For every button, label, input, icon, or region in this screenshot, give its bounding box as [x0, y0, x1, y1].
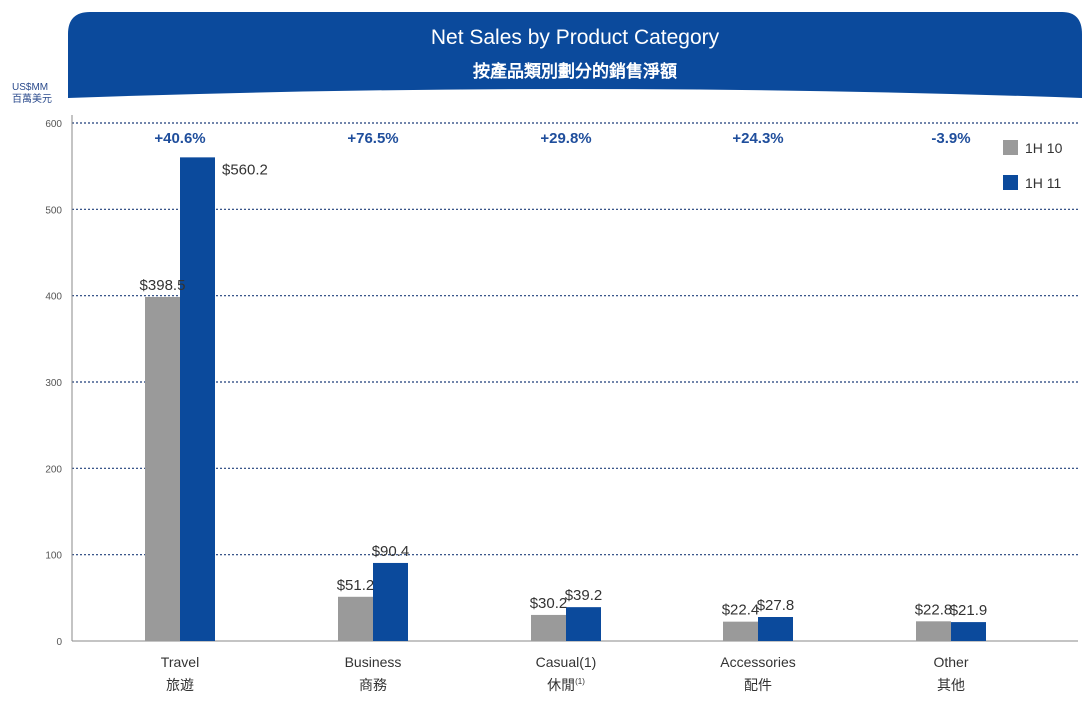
category-label-1: Business: [345, 654, 402, 670]
growth-label-4: -3.9%: [931, 130, 970, 147]
growth-label-0: +40.6%: [154, 130, 205, 147]
growth-label-3: +24.3%: [732, 130, 783, 147]
y-tick-label-0: 0: [56, 637, 62, 648]
value-label-1h10-1: $51.2: [337, 577, 375, 594]
bar-1h10-2: [531, 614, 566, 641]
legend-label-1: 1H 11: [1025, 175, 1062, 191]
bars: [145, 157, 986, 642]
y-tick-label-500: 500: [45, 205, 62, 216]
bar-1h11-2: [566, 607, 601, 641]
legend-swatch-0: [1003, 140, 1018, 155]
data-labels: $398.5 $51.2 $30.2 $22.4 $22.8 $560.2 $90.4 $39…: [140, 161, 988, 619]
y-tick-label-300: 300: [45, 378, 62, 389]
legend-swatch-1: [1003, 175, 1018, 190]
bar-1h11-1: [373, 562, 408, 641]
category-label-zh-1: 商務: [359, 677, 387, 693]
category-label-2: Casual(1): [536, 654, 597, 670]
title-banner: [68, 12, 1082, 98]
category-label-zh-3: 配件: [744, 677, 772, 693]
legend: 1H 10 1H 11: [1003, 140, 1063, 191]
y-tick-label-400: 400: [45, 292, 62, 303]
growth-labels: +40.6% +76.5% +29.8% +24.3% -3.9%: [154, 130, 970, 147]
category-label-0: Travel: [161, 654, 199, 670]
bar-1h11-4: [951, 622, 986, 641]
category-footnote-marker: (1): [575, 677, 585, 686]
bar-1h10-3: [723, 621, 758, 641]
category-label-zh-0: 旅遊: [166, 677, 194, 693]
bar-1h10-4: [916, 621, 951, 641]
value-label-1h11-0: $560.2: [222, 161, 268, 178]
legend-label-0: 1H 10: [1025, 140, 1063, 156]
y-tick-label-100: 100: [45, 551, 62, 562]
bar-1h11-3: [758, 616, 793, 641]
value-label-1h11-3: $27.8: [757, 597, 795, 614]
chart-title: Net Sales by Product Category: [431, 26, 720, 49]
y-axis-unit-label: US$MM: [12, 82, 48, 93]
value-label-1h10-0: $398.5: [140, 277, 186, 294]
bar-1h11-0: [180, 157, 215, 642]
y-axis-ticks: 0 100 200 300 400 500 600: [45, 119, 62, 648]
value-label-1h11-1: $90.4: [372, 543, 410, 560]
category-label-zh-4: 其他: [937, 677, 965, 693]
value-label-1h11-4: $21.9: [950, 602, 988, 619]
bar-1h10-1: [338, 596, 373, 641]
category-labels: Travel 旅遊 Business 商務 Casual(1) 休閒(1) Accessor…: [161, 654, 969, 693]
bar-1h10-0: [145, 296, 180, 641]
growth-label-2: +29.8%: [540, 130, 591, 147]
category-label-4: Other: [933, 654, 968, 670]
gridlines: [71, 115, 1078, 642]
category-label-3: Accessories: [720, 654, 795, 670]
y-tick-label-600: 600: [45, 119, 62, 130]
value-label-1h10-2: $30.2: [530, 595, 568, 612]
y-tick-label-200: 200: [45, 464, 62, 475]
value-label-1h10-3: $22.4: [722, 602, 760, 619]
y-axis-unit-label-zh: 百萬美元: [12, 92, 52, 105]
value-label-1h10-4: $22.8: [915, 601, 953, 618]
chart-subtitle: 按產品類別劃分的銷售淨額: [473, 61, 677, 81]
value-label-1h11-2: $39.2: [565, 587, 603, 604]
growth-label-1: +76.5%: [347, 130, 398, 147]
category-label-zh-2: 休閒(1): [547, 677, 585, 693]
